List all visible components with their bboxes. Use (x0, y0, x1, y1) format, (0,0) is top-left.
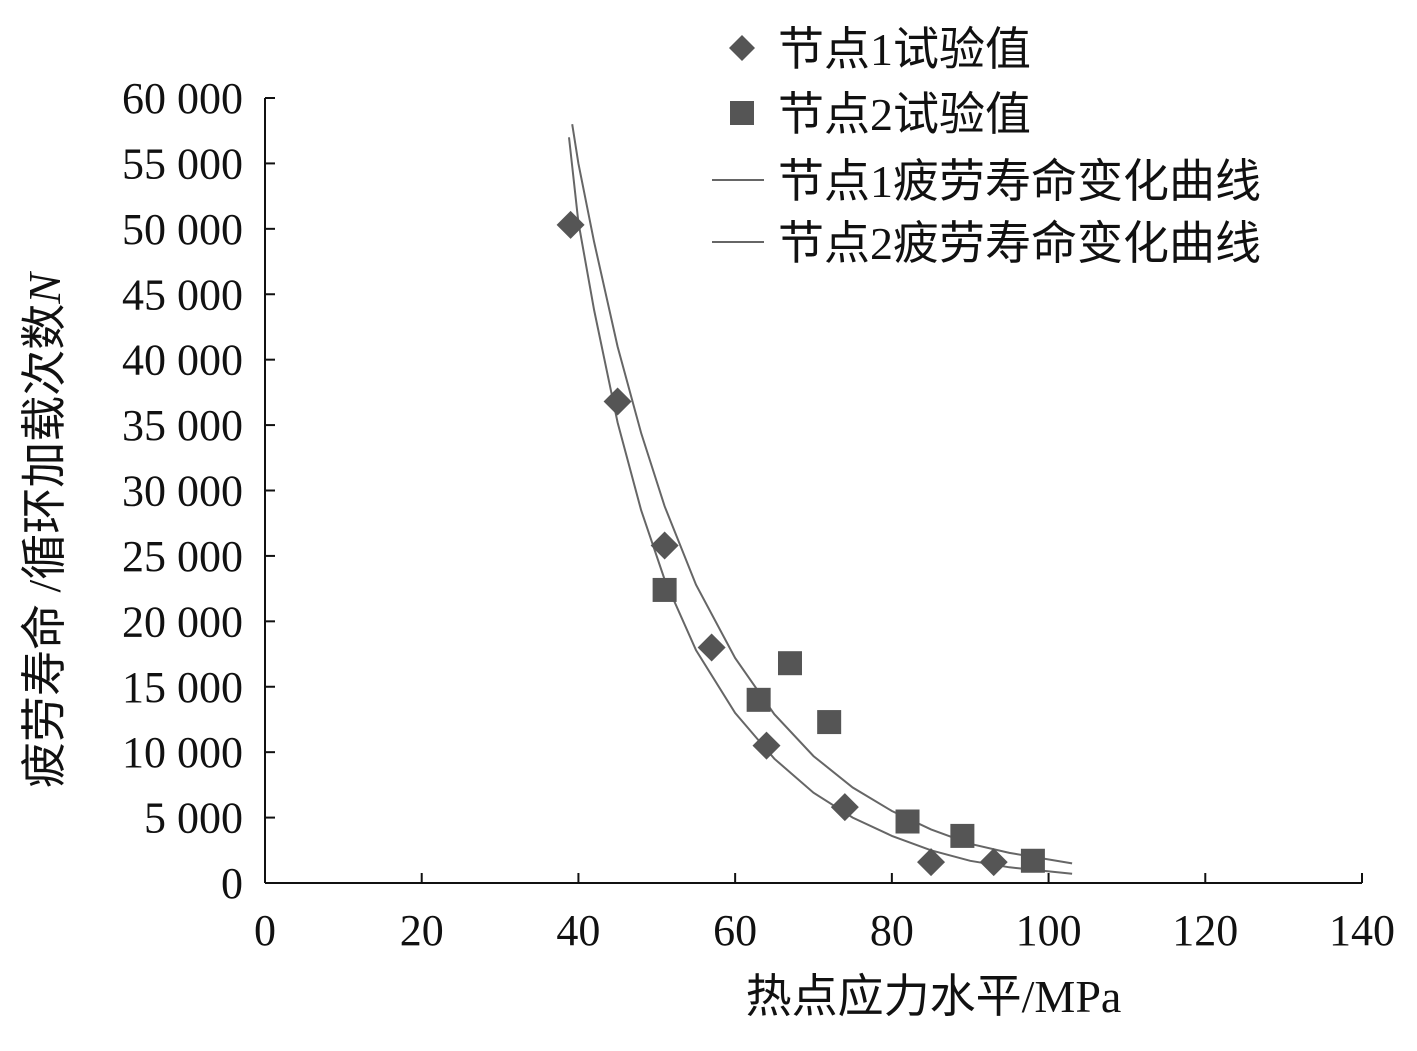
x-tick-label: 100 (1016, 906, 1082, 955)
diamond-marker (752, 731, 781, 760)
x-axis-title: 热点应力水平/MPa (746, 971, 1122, 1022)
diamond-marker (697, 633, 726, 662)
markers (556, 210, 1045, 877)
y-tick-label: 40 000 (122, 336, 243, 385)
square-marker (746, 687, 771, 712)
axes: 0 5 000 10 000 15 000 20 000 25 000 30 000 35 0… (122, 74, 1395, 955)
square-marker (950, 823, 975, 848)
y-tick-label: 50 000 (122, 205, 243, 254)
legend-label: 节点1疲劳寿命变化曲线 (778, 156, 1261, 207)
y-tick-label: 35 000 (122, 401, 243, 450)
y-axis-title-text: 疲劳寿命 /循环加载次数 (19, 304, 70, 788)
y-tick-label: 45 000 (122, 270, 243, 319)
diamond-marker (830, 793, 859, 822)
legend-label: 节点2试验值 (778, 89, 1031, 140)
y-tick-label: 5 000 (144, 794, 243, 843)
axis-titles: 热点应力水平/MPa 疲劳寿命 /循环加载次数N (19, 271, 1121, 1022)
y-tick-label: 0 (221, 859, 243, 908)
x-tick-label: 20 (400, 906, 444, 955)
x-tick-label: 80 (870, 906, 914, 955)
x-tick-label: 40 (556, 906, 600, 955)
y-tick-label: 10 000 (122, 728, 243, 777)
x-tick-label: 140 (1329, 906, 1395, 955)
y-tick-label: 25 000 (122, 532, 243, 581)
diamond-marker (979, 848, 1008, 877)
legend-diamond-marker (729, 35, 755, 61)
y-tick-label: 55 000 (122, 139, 243, 188)
x-tick-label: 0 (254, 906, 276, 955)
legend-label: 节点2疲劳寿命变化曲线 (778, 218, 1261, 269)
x-tick-label: 120 (1172, 906, 1238, 955)
y-tick-label: 15 000 (122, 663, 243, 712)
square-marker (895, 809, 920, 834)
y-axis-title: 疲劳寿命 /循环加载次数N (19, 271, 70, 788)
y-tick-label: 60 000 (122, 74, 243, 123)
square-marker (1020, 848, 1045, 873)
square-marker (777, 651, 802, 676)
curve-series-3 (568, 137, 1073, 875)
diamond-marker (556, 210, 585, 239)
legend-square-marker (730, 101, 754, 125)
square-marker (652, 577, 677, 602)
legend-label: 节点1试验值 (778, 24, 1031, 75)
y-axis-title-symbol: N (19, 271, 70, 305)
diamond-marker (917, 848, 946, 877)
x-tick-label: 60 (713, 906, 757, 955)
y-tick-label: 30 000 (122, 467, 243, 516)
diamond-marker (603, 387, 632, 416)
square-marker (817, 710, 842, 735)
diamond-marker (650, 531, 679, 560)
y-tick-label: 20 000 (122, 597, 243, 646)
